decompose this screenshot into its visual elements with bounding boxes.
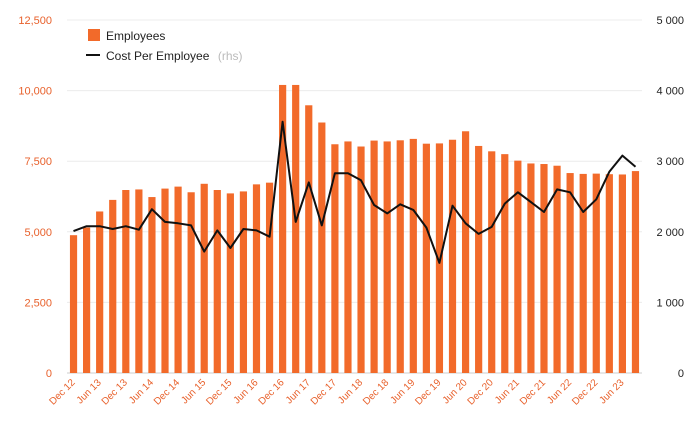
employees-bar (527, 163, 535, 373)
employees-bar (396, 140, 404, 373)
legend-swatch-employees (88, 29, 100, 41)
employees-bar (292, 84, 300, 374)
employees-bar (488, 151, 496, 373)
employees-bar (422, 143, 430, 373)
employees-bar (331, 144, 339, 373)
left-tick-label: 5,000 (24, 227, 52, 239)
x-tick-label: Dec 20 (466, 377, 496, 407)
x-tick-label: Jun 14 (127, 377, 156, 406)
right-tick-label: 2 000 (656, 227, 684, 239)
employees-bar (109, 199, 117, 373)
employees-bar (475, 145, 483, 373)
employees-bar (579, 173, 587, 373)
employees-bar (187, 192, 195, 373)
x-tick-label: Jun 22 (545, 377, 574, 406)
employees-bar (161, 188, 169, 373)
left-tick-label: 0 (46, 368, 52, 380)
employees-bar (174, 186, 182, 373)
employees-bar (592, 173, 600, 373)
employees-bar (305, 105, 313, 374)
employees-bar (409, 138, 417, 373)
right-tick-label: 5 000 (656, 15, 684, 27)
employees-bar (448, 139, 457, 373)
left-tick-label: 7,500 (24, 156, 52, 168)
employees-bar (501, 154, 509, 373)
legend-label-employees: Employees (106, 29, 165, 43)
x-tick-label: Jun 17 (284, 377, 313, 406)
employees-bar (435, 143, 444, 373)
employees-bar (631, 171, 640, 373)
employees-bar (226, 193, 234, 373)
left-tick-label: 12,500 (18, 15, 52, 27)
employees-bar (514, 160, 522, 373)
right-tick-label: 4 000 (656, 86, 684, 98)
x-tick-label: Jun 18 (336, 377, 365, 406)
x-tick-label: Dec 17 (309, 377, 339, 407)
legend-label-cost-per-employee: Cost Per Employee (106, 49, 210, 63)
right-tick-label: 0 (678, 368, 684, 380)
x-tick-label: Jun 13 (75, 377, 104, 406)
employees-bar (122, 190, 130, 373)
employees-bar (265, 182, 274, 373)
employees-bar (357, 146, 365, 373)
cost-per-employee-line (73, 120, 637, 264)
legend-note-rhs: (rhs) (218, 49, 243, 63)
x-tick-label: Dec 12 (47, 377, 77, 407)
cost-per-employee-line-group (73, 120, 637, 264)
right-tick-label: 1 000 (656, 297, 684, 309)
legend: Employees Cost Per Employee (rhs) (86, 29, 243, 64)
x-tick-label: Jun 21 (493, 377, 522, 406)
employees-bar (566, 173, 574, 373)
x-tick-label: Jun 19 (388, 377, 417, 406)
x-tick-label: Jun 15 (179, 377, 208, 406)
employees-bar (239, 191, 248, 373)
legend-label-cost-per-employee-group: Cost Per Employee (rhs) (106, 47, 243, 64)
employees-bar (148, 197, 156, 373)
employees-bars (69, 84, 640, 374)
employees-bar (318, 122, 326, 373)
x-tick-label: Jun 23 (598, 377, 627, 406)
right-axis-ticks: 0 1 000 2 000 3 000 4 000 5 000 (656, 15, 684, 380)
employees-bar (69, 235, 78, 373)
employees-bar (279, 84, 287, 374)
left-tick-label: 2,500 (24, 297, 52, 309)
x-tick-label: Jun 20 (441, 377, 470, 406)
employees-bar (200, 183, 208, 373)
employees-bar (213, 190, 221, 373)
x-tick-label: Dec 21 (518, 377, 548, 407)
employees-bar (135, 189, 143, 373)
x-tick-label: Dec 19 (413, 377, 443, 407)
x-tick-label: Dec 14 (152, 377, 182, 407)
employees-bar (83, 227, 91, 373)
employees-bar (540, 164, 548, 373)
employees-bar (96, 211, 104, 373)
x-tick-label: Dec 13 (100, 377, 130, 407)
left-tick-label: 10,000 (18, 86, 52, 98)
x-tick-label: Dec 22 (570, 377, 600, 407)
x-tick-label: Dec 18 (361, 377, 391, 407)
employees-bar (370, 140, 378, 373)
employees-bar (618, 174, 626, 373)
employees-bar (461, 131, 470, 373)
employees-bar (252, 184, 261, 373)
employees-bar (605, 174, 613, 373)
employees-bar (344, 141, 352, 373)
left-axis-ticks: 0 2,500 5,000 7,500 10,000 12,500 (18, 15, 52, 380)
x-tick-label: Dec 16 (257, 377, 287, 407)
employees-bar (553, 165, 561, 373)
right-tick-label: 3 000 (656, 156, 684, 168)
x-tick-label: Dec 15 (204, 377, 234, 407)
x-tick-label: Jun 16 (232, 377, 261, 406)
employees-bar (383, 141, 391, 373)
